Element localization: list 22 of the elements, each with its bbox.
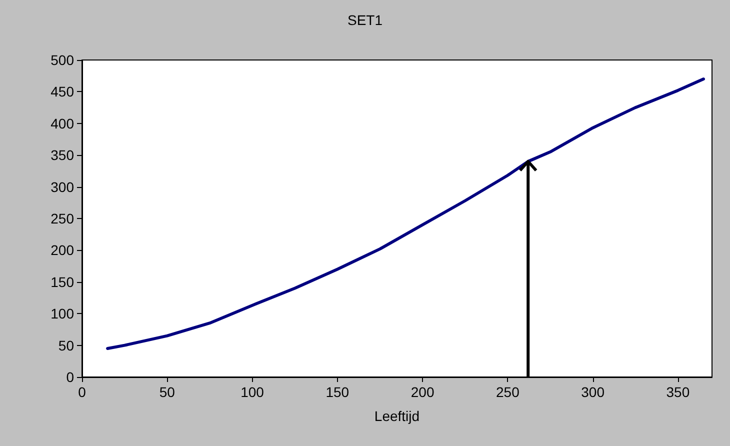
x-tick-label: 150 xyxy=(326,384,350,400)
x-tick-label: 350 xyxy=(666,384,690,400)
y-tick-label: 50 xyxy=(58,337,74,354)
x-tick-label: 50 xyxy=(159,384,176,400)
y-tick-label: 500 xyxy=(50,52,74,68)
x-axis-title: Leeftijd xyxy=(374,408,420,424)
x-tick-label: 250 xyxy=(496,384,520,400)
y-tick-label: 450 xyxy=(50,84,74,100)
x-tick-label: 200 xyxy=(410,384,434,400)
y-tick-label: 0 xyxy=(66,369,74,385)
y-tick-label: 150 xyxy=(50,274,74,290)
y-tick-label: 350 xyxy=(50,147,74,164)
y-tick-label: 250 xyxy=(50,210,74,226)
chart-title: SET1 xyxy=(347,12,383,28)
y-tick-label: 400 xyxy=(50,115,74,132)
x-tick-label: 100 xyxy=(240,384,264,400)
line-series xyxy=(106,78,705,350)
x-tick-label: 300 xyxy=(581,384,605,400)
y-tick-label: 200 xyxy=(50,242,74,258)
y-tick-label: 100 xyxy=(50,306,74,322)
y-tick-label: 300 xyxy=(50,178,74,195)
x-tick-label: 0 xyxy=(78,384,86,400)
